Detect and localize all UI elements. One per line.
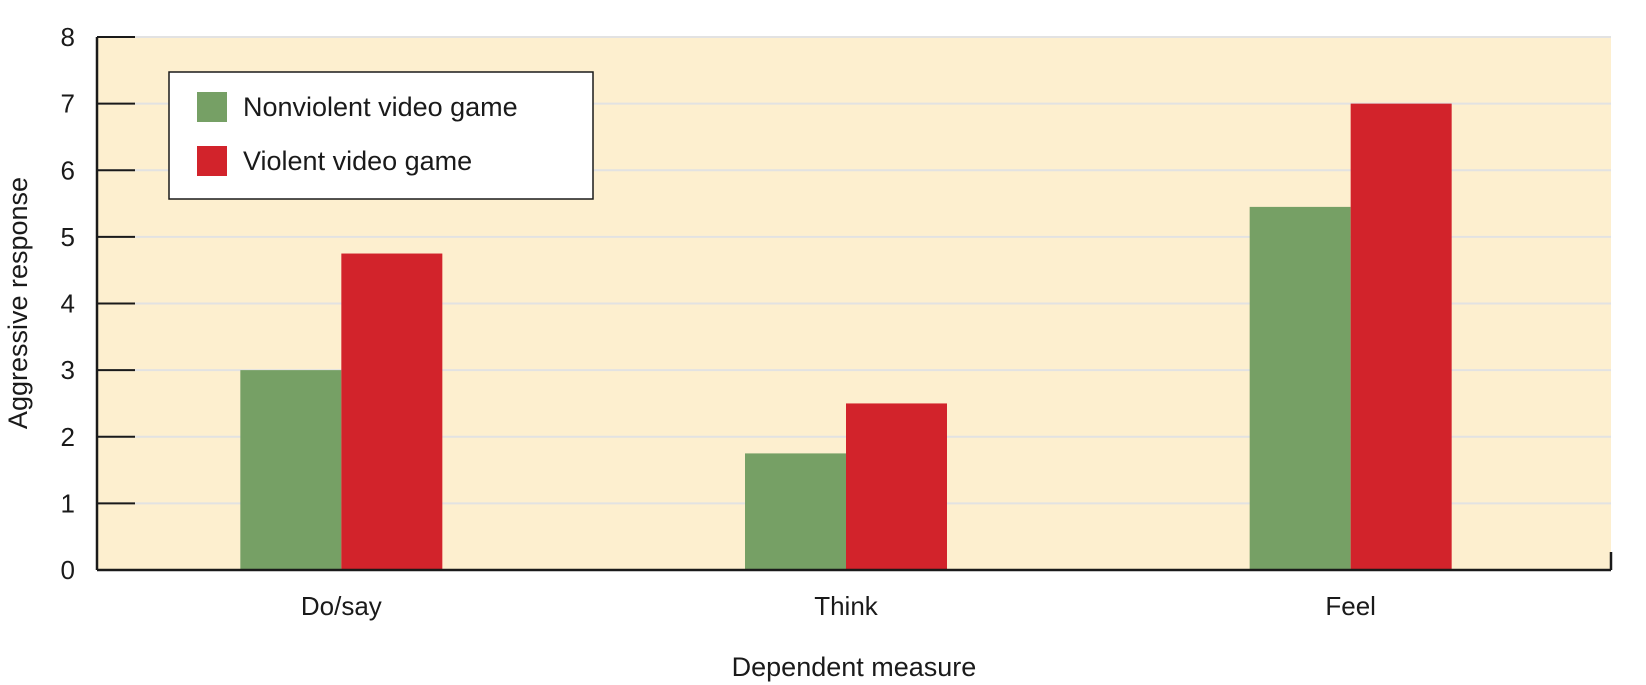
x-ticks: Do/say Think Feel <box>301 591 1376 621</box>
legend: Nonviolent video game Violent video game <box>168 71 594 200</box>
y-tick-label: 6 <box>61 155 75 185</box>
bar-think-series-0 <box>745 453 846 570</box>
legend-label-nonviolent: Nonviolent video game <box>243 92 518 122</box>
y-tick-label: 1 <box>61 488 75 518</box>
y-axis-title: Aggressive response <box>3 177 33 429</box>
legend-swatch-nonviolent <box>197 92 227 122</box>
bar-feel-series-0 <box>1249 206 1351 571</box>
x-tick-label: Think <box>814 591 879 621</box>
y-tick-label: 4 <box>61 289 75 319</box>
y-tick-label: 5 <box>61 222 75 252</box>
bars <box>240 103 1452 571</box>
legend-swatch-violent <box>197 146 227 176</box>
x-tick-label: Do/say <box>301 591 382 621</box>
y-tick-label: 0 <box>61 555 75 585</box>
x-tick-label: Feel <box>1325 591 1376 621</box>
x-axis-title: Dependent measure <box>732 652 977 682</box>
bar-do-say-series-1 <box>341 253 443 570</box>
y-tick-label: 7 <box>61 89 75 119</box>
bar-think-series-1 <box>846 403 947 570</box>
y-ticks: 0 1 2 3 4 5 6 7 8 <box>61 22 135 585</box>
y-tick-label: 3 <box>61 355 75 385</box>
y-tick-label: 8 <box>61 22 75 52</box>
y-tick-label: 2 <box>61 422 75 452</box>
bar-do-say-series-0 <box>240 370 342 570</box>
legend-box <box>168 71 594 200</box>
bar-feel-series-1 <box>1350 103 1452 570</box>
legend-label-violent: Violent video game <box>243 146 472 176</box>
